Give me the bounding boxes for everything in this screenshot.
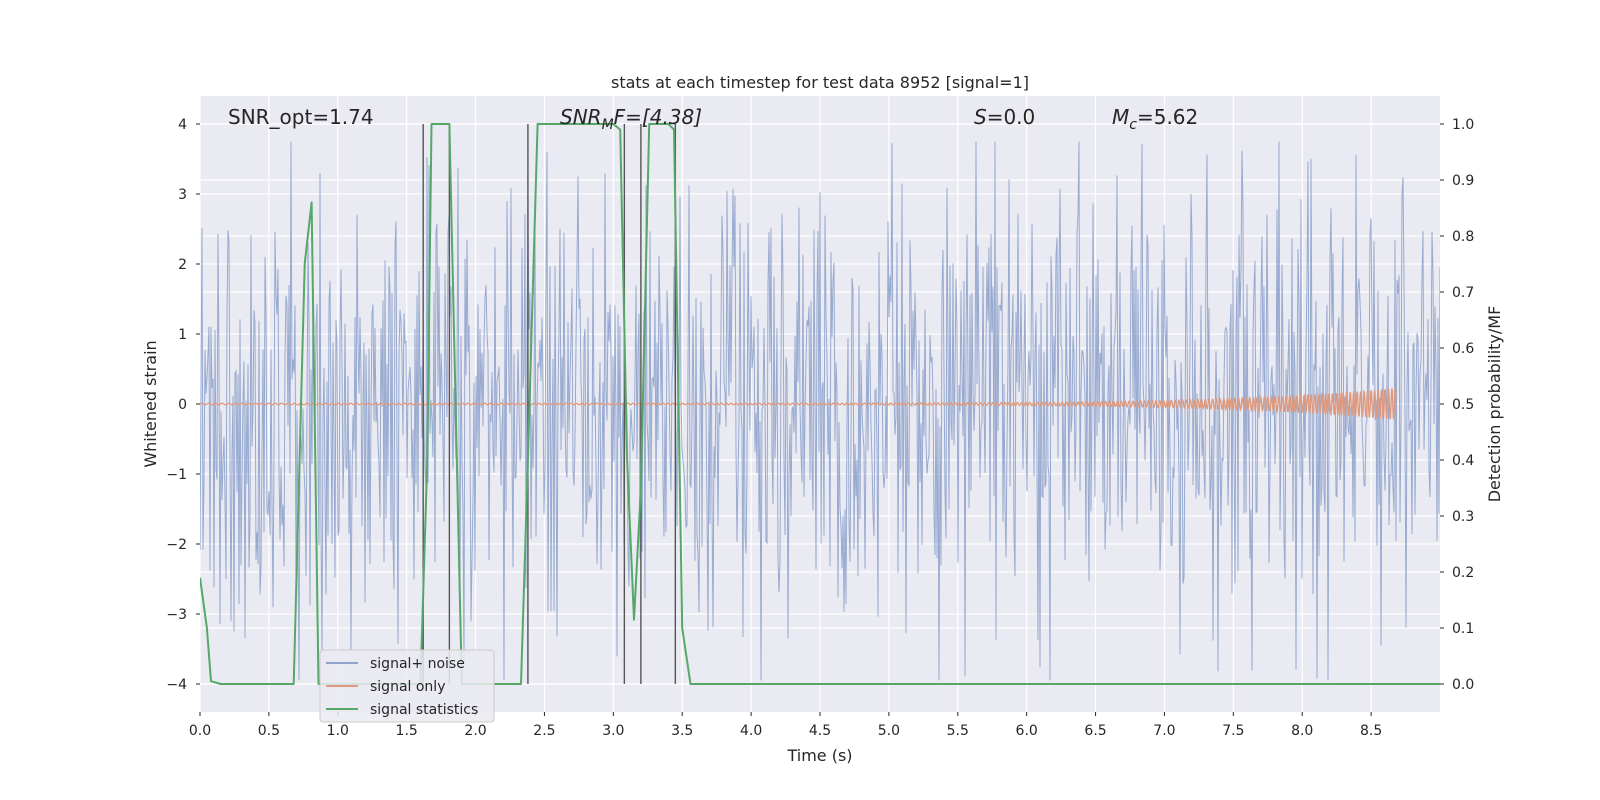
y-left-tick-label-5: 1	[178, 327, 187, 343]
y-right-tick-label-2: 0.2	[1452, 565, 1474, 581]
noise-series	[200, 141, 1440, 681]
x-tick-label-2: 1.0	[327, 723, 349, 739]
y-right-axis-label: Detection probability/MF	[1485, 306, 1504, 503]
y-right-axis-ticks: 0.0 0.1 0.2 0.3 0.4 0.5 0.6 0.7 0.8 0.9 1.0	[1440, 117, 1474, 693]
legend-label-statistics: signal statistics	[370, 702, 478, 718]
annotation-s: S=0.0	[974, 105, 1035, 129]
legend-label-noise: signal+ noise	[370, 656, 465, 672]
snr-mf-main: SNR	[560, 105, 602, 129]
x-tick-label-3: 1.5	[396, 723, 418, 739]
snr-mf-sub: M	[602, 117, 614, 133]
legend: signal+ noise signal only signal statist…	[319, 649, 495, 723]
x-tick-label-12: 6.0	[1016, 723, 1038, 739]
x-tick-label-17: 8.5	[1360, 723, 1382, 739]
x-tick-label-13: 6.5	[1084, 723, 1106, 739]
x-axis-ticks: 0.0 0.5 1.0 1.5 2.0 2.5 3.0 3.5 4.0 4.5 5.0 5.5 6.0 6…	[189, 712, 1382, 739]
y-left-tick-label-8: 4	[178, 117, 187, 133]
y-right-tick-label-7: 0.7	[1452, 285, 1474, 301]
x-tick-label-14: 7.0	[1153, 723, 1175, 739]
annotations: SNR_opt=1.74 SNRMF=[4.38] S=0.0 Mc=5.62	[228, 105, 1198, 133]
y-right-tick-label-6: 0.6	[1452, 341, 1474, 357]
annotation-snr-mf: SNRMF=[4.38]	[560, 105, 702, 133]
s-rest: =0.0	[987, 105, 1036, 129]
x-tick-label-6: 3.0	[602, 723, 624, 739]
y-right-tick-label-5: 0.5	[1452, 397, 1474, 413]
statistics-series	[200, 123, 1440, 685]
y-right-tick-label-1: 0.1	[1452, 621, 1474, 637]
mc-rest: =5.62	[1137, 105, 1198, 129]
legend-box	[319, 649, 495, 723]
x-axis-label: Time (s)	[786, 746, 852, 765]
noise-series-line	[200, 141, 1440, 681]
x-tick-label-0: 0.0	[189, 723, 211, 739]
y-left-tick-label-6: 2	[178, 257, 187, 273]
plot-area	[199, 96, 1440, 712]
x-tick-label-5: 2.5	[533, 723, 555, 739]
y-left-tick-label-7: 3	[178, 187, 187, 203]
y-right-tick-label-4: 0.4	[1452, 453, 1474, 469]
y-left-tick-label-4: 0	[178, 397, 187, 413]
y-right-tick-label-8: 0.8	[1452, 229, 1474, 245]
x-tick-label-16: 8.0	[1291, 723, 1313, 739]
annotation-mc: Mc=5.62	[1112, 105, 1198, 133]
y-right-tick-label-0: 0.0	[1452, 677, 1474, 693]
snr-mf-rest: F=[4.38]	[614, 105, 702, 129]
y-right-tick-label-10: 1.0	[1452, 117, 1474, 133]
x-tick-label-10: 5.0	[878, 723, 900, 739]
s-main: S	[974, 105, 987, 129]
annotation-snr-opt: SNR_opt=1.74	[228, 105, 374, 129]
x-tick-label-15: 7.5	[1222, 723, 1244, 739]
y-right-tick-label-3: 0.3	[1452, 509, 1474, 525]
y-left-tick-label-1: −3	[166, 607, 187, 623]
y-left-tick-label-0: −4	[166, 677, 187, 693]
x-tick-label-11: 5.5	[947, 723, 969, 739]
chart-title: stats at each timestep for test data 895…	[611, 73, 1029, 92]
x-tick-label-4: 2.0	[464, 723, 486, 739]
x-tick-label-8: 4.0	[740, 723, 762, 739]
mc-main: M	[1112, 105, 1129, 129]
signal-series-line	[200, 386, 1397, 420]
statistics-series-line	[200, 123, 1440, 685]
y-left-tick-label-3: −1	[166, 467, 187, 483]
x-tick-label-7: 3.5	[671, 723, 693, 739]
y-right-tick-label-9: 0.9	[1452, 173, 1474, 189]
mc-sub: c	[1129, 117, 1137, 133]
y-left-axis-label: Whitened strain	[141, 340, 160, 467]
signal-series	[200, 386, 1397, 420]
y-left-tick-label-2: −2	[166, 537, 187, 553]
x-tick-label-9: 4.5	[809, 723, 831, 739]
legend-label-signal: signal only	[370, 679, 445, 695]
y-left-axis-ticks: −4 −3 −2 −1 0 1 2 3 4	[166, 117, 200, 693]
x-tick-label-1: 0.5	[258, 723, 280, 739]
